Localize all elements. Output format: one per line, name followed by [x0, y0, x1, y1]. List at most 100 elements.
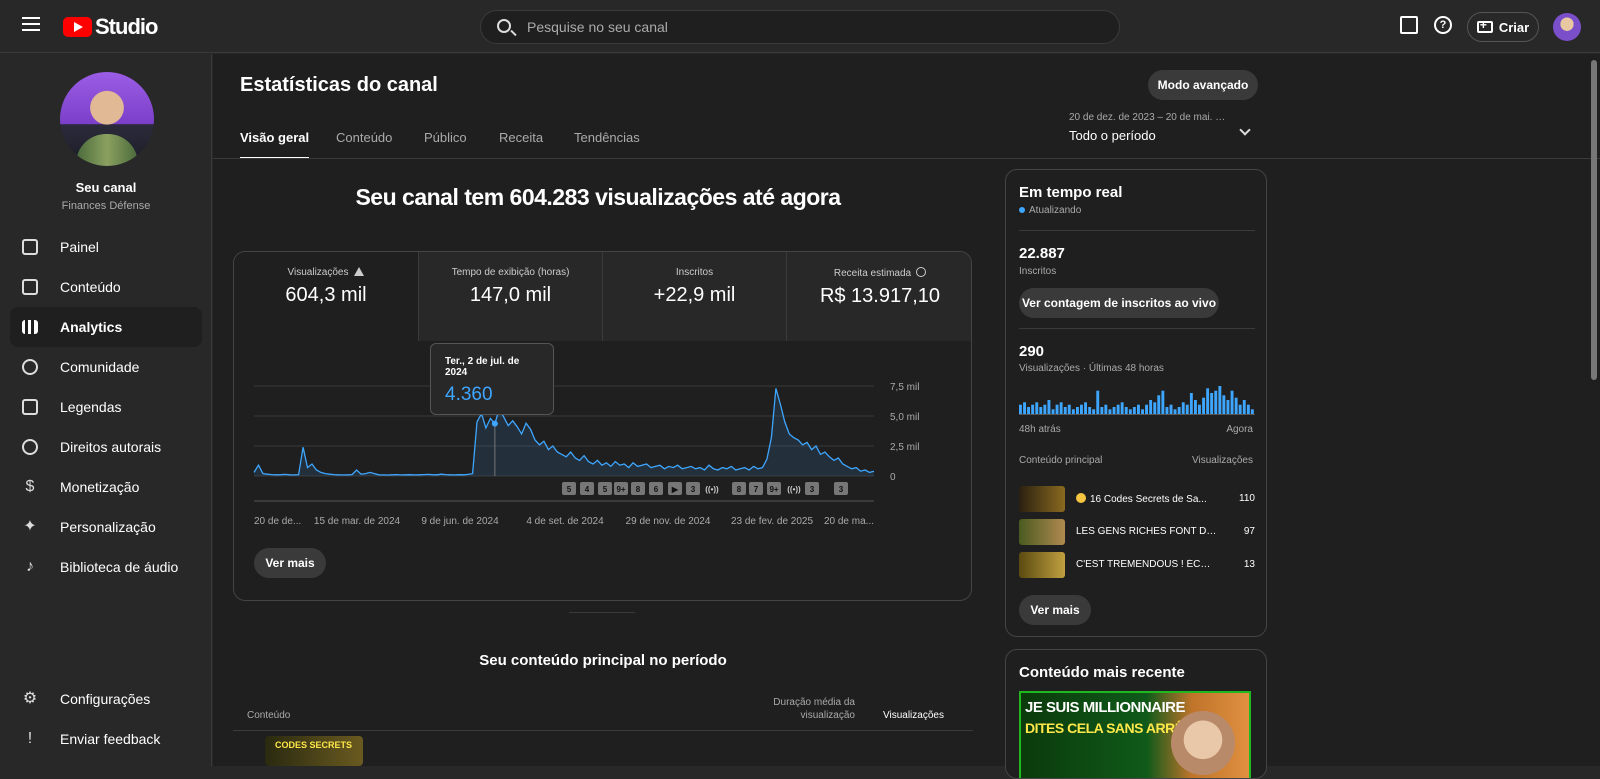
event-marker[interactable]: 7: [754, 485, 759, 494]
col-header-content[interactable]: Conteúdo: [247, 710, 291, 721]
metric-value: 604,3 mil: [285, 284, 367, 306]
sidebar-item-monetizacao[interactable]: $ Monetização: [10, 467, 202, 507]
list-item[interactable]: C'EST TREMENDOUS ! ÉCOU... 13: [1019, 552, 1255, 582]
main-content: Estatísticas do canal Modo avançado Visã…: [213, 54, 1600, 779]
create-button[interactable]: Criar: [1467, 12, 1539, 42]
x-tick-label: 9 de jun. de 2024: [421, 516, 499, 527]
tab-publico[interactable]: Público: [424, 130, 467, 145]
search-icon[interactable]: [497, 19, 511, 33]
wand-icon: ✦: [23, 518, 37, 535]
event-marker[interactable]: ((•)): [705, 485, 719, 494]
tab-conteudo[interactable]: Conteúdo: [336, 130, 393, 145]
video-thumbnail: [1019, 519, 1065, 545]
list-item-title: C'EST TREMENDOUS ! ÉCOU...: [1076, 559, 1218, 570]
tab-tendencias[interactable]: Tendências: [574, 130, 640, 145]
realtime-bar: [1173, 409, 1177, 414]
col-header-duration[interactable]: Duração média da visualização: [773, 697, 855, 721]
emoji-icon: [1076, 493, 1086, 503]
realtime-views-count: 290: [1019, 343, 1045, 360]
realtime-status-text: Atualizando: [1029, 205, 1082, 216]
help-icon[interactable]: ?: [1434, 16, 1452, 34]
realtime-bar: [1132, 407, 1136, 414]
realtime-bar: [1067, 404, 1071, 414]
event-marker[interactable]: 5: [603, 485, 608, 494]
sidebar-item-biblioteca-de-audio[interactable]: ♪ Biblioteca de áudio: [10, 547, 202, 587]
sidebar-item-conteudo[interactable]: Conteúdo: [10, 267, 202, 307]
event-marker[interactable]: 3: [810, 485, 815, 494]
realtime-bar: [1210, 393, 1214, 414]
realtime-bar: [1153, 402, 1157, 414]
live-dot-icon: [1019, 207, 1025, 213]
search-input[interactable]: [527, 11, 1097, 43]
event-marker[interactable]: 9+: [769, 485, 778, 494]
feedback-icon: !: [27, 730, 33, 747]
account-avatar[interactable]: [1553, 13, 1581, 41]
realtime-bar: [1128, 409, 1132, 414]
dollar-icon: $: [25, 478, 35, 495]
see-more-button[interactable]: Ver mais: [254, 548, 326, 578]
realtime-bar: [1051, 409, 1055, 414]
metric-views[interactable]: Visualizações 604,3 mil: [234, 252, 418, 341]
realtime-views-label: Visualizações · Últimas 48 horas: [1019, 363, 1164, 374]
overview-card: Visualizações 604,3 mil Tempo de exibiçã…: [233, 251, 972, 601]
thumbnail-text: DITES CELA SANS ARRÊT: [1025, 720, 1192, 736]
studio-logo[interactable]: Studio: [63, 14, 158, 40]
event-marker[interactable]: 6: [654, 485, 659, 494]
metric-revenue[interactable]: Receita estimada R$ 13.917,10: [786, 252, 971, 341]
sidebar-item-enviar-feedback[interactable]: ! Enviar feedback: [10, 719, 202, 759]
sidebar-item-analytics[interactable]: Analytics: [10, 307, 202, 347]
realtime-bar: [1071, 409, 1075, 414]
sidebar-item-legendas[interactable]: Legendas: [10, 387, 202, 427]
metric-subscribers[interactable]: Inscritos +22,9 mil: [602, 252, 786, 341]
event-marker[interactable]: 5: [567, 485, 572, 494]
sidebar-item-label: Conteúdo: [60, 279, 121, 295]
realtime-bar: [1202, 397, 1205, 414]
tab-receita[interactable]: Receita: [499, 130, 544, 145]
sidebar-item-direitos-autorais[interactable]: Direitos autorais: [10, 427, 202, 467]
realtime-bar: [1116, 404, 1120, 414]
tab-visao-geral[interactable]: Visão geral: [240, 130, 310, 159]
metric-watch-time[interactable]: Tempo de exibição (horas) 147,0 mil: [418, 252, 602, 341]
recent-video-thumbnail[interactable]: JE SUIS MILLIONNAIRE DITES CELA SANS ARR…: [1019, 691, 1251, 778]
sidebar-item-painel[interactable]: Painel: [10, 227, 202, 267]
video-thumbnail[interactable]: CODES SECRETS: [265, 736, 363, 766]
event-marker[interactable]: 8: [636, 485, 641, 494]
realtime-bar: [1076, 407, 1079, 414]
list-item[interactable]: LES GENS RICHES FONT DE... 97: [1019, 519, 1255, 549]
feedback-messages-icon[interactable]: [1400, 16, 1418, 34]
x-tick-label: 20 de ma...: [824, 516, 874, 527]
col-header-views[interactable]: Visualizações: [883, 710, 944, 721]
event-marker-box: [614, 482, 628, 495]
sidebar-item-comunidade[interactable]: Comunidade: [10, 347, 202, 387]
event-marker[interactable]: 3: [839, 485, 844, 494]
add-video-icon: [1476, 18, 1493, 33]
scrollbar[interactable]: [1591, 60, 1597, 380]
sidebar-item-label: Monetização: [60, 479, 140, 495]
channel-avatar[interactable]: [60, 72, 154, 166]
sidebar-item-configuracoes[interactable]: ⚙ Configurações: [10, 679, 202, 719]
event-marker-box: [732, 482, 746, 495]
realtime-bar: [1100, 407, 1104, 414]
event-marker[interactable]: 8: [737, 485, 742, 494]
menu-icon[interactable]: [22, 17, 40, 31]
views-chart[interactable]: 7,5 mil 5,0 mil 2,5 mil 0 5 4 5 9+ 8 6 ▶ 3 ((•)) 8 7 9+…: [234, 341, 972, 531]
realtime-bar: [1234, 397, 1238, 414]
realtime-title: Em tempo real: [1019, 184, 1123, 201]
x-tick-label: 20 de de...: [254, 516, 301, 527]
event-marker[interactable]: 4: [585, 485, 590, 494]
realtime-bar: [1092, 409, 1096, 414]
realtime-bar-chart[interactable]: [1019, 384, 1255, 418]
sidebar-item-personalizacao[interactable]: ✦ Personalização: [10, 507, 202, 547]
advanced-mode-button[interactable]: Modo avançado: [1148, 70, 1258, 100]
sidebar-item-label: Direitos autorais: [60, 439, 162, 455]
event-marker[interactable]: ▶: [671, 485, 679, 494]
realtime-views-header: Visualizações: [1192, 455, 1253, 466]
event-marker[interactable]: 3: [691, 485, 696, 494]
period-selector[interactable]: 20 de dez. de 2023 – 20 de mai. de 2025 …: [1069, 112, 1269, 146]
live-subscriber-count-button[interactable]: Ver contagem de inscritos ao vivo: [1019, 288, 1219, 318]
event-marker[interactable]: 9+: [616, 485, 625, 494]
event-marker[interactable]: ((•)): [787, 485, 801, 494]
realtime-see-more-button[interactable]: Ver mais: [1019, 595, 1091, 625]
realtime-bar: [1157, 395, 1161, 414]
list-item[interactable]: 16 Codes Secrets de Sa... 110: [1019, 486, 1255, 516]
